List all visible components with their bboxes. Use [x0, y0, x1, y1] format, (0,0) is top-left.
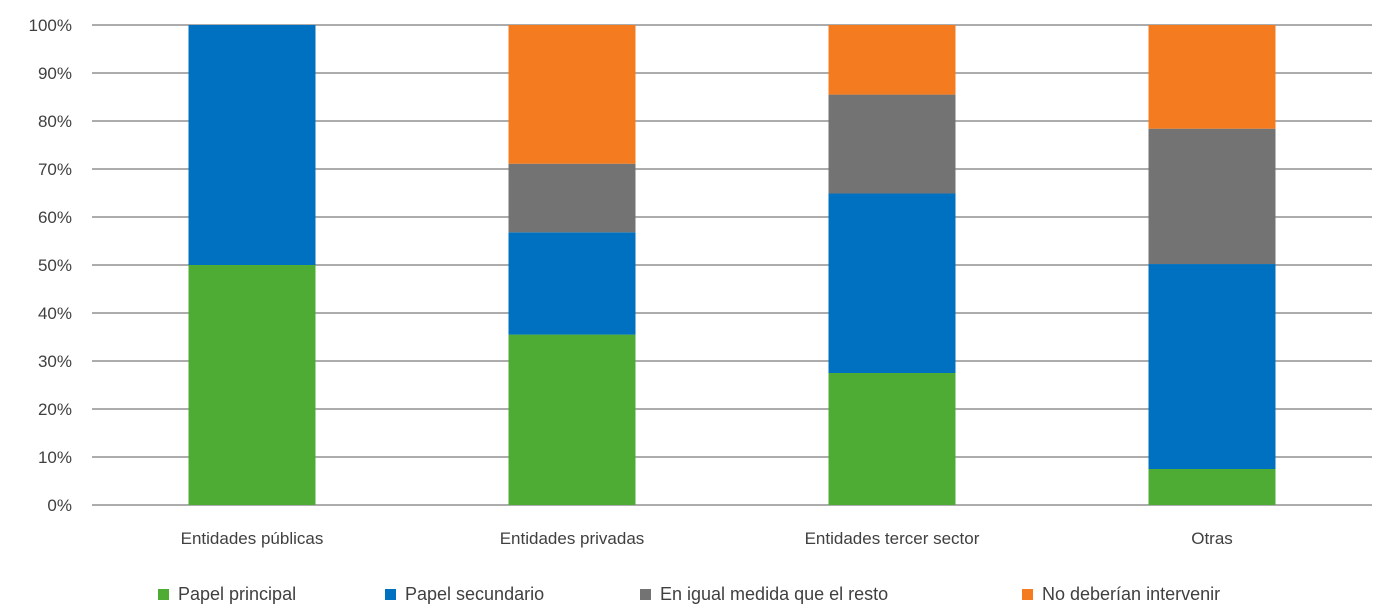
bar-segment [508, 25, 636, 164]
bar-segment [1148, 25, 1276, 129]
y-tick-label: 70% [38, 160, 72, 179]
y-tick-label: 90% [38, 64, 72, 83]
legend-label: Papel secundario [405, 584, 544, 604]
x-category-label: Entidades privadas [500, 529, 645, 548]
x-category-label: Entidades públicas [181, 529, 324, 548]
y-tick-label: 100% [29, 16, 72, 35]
legend-swatch [1022, 589, 1033, 600]
legend-label: En igual medida que el resto [660, 584, 888, 604]
bar-segment [828, 94, 956, 194]
bar-segment [1148, 264, 1276, 469]
legend-swatch [385, 589, 396, 600]
y-tick-label: 10% [38, 448, 72, 467]
bar-segment [828, 193, 956, 373]
y-tick-label: 30% [38, 352, 72, 371]
bar-segment [188, 25, 316, 265]
legend-label: Papel principal [178, 584, 296, 604]
bar-segment [508, 232, 636, 335]
y-tick-label: 60% [38, 208, 72, 227]
x-category-label: Otras [1191, 529, 1233, 548]
y-tick-label: 80% [38, 112, 72, 131]
y-tick-label: 50% [38, 256, 72, 275]
bar-segment [508, 163, 636, 233]
y-tick-label: 0% [47, 496, 72, 515]
x-axis: Entidades públicas Entidades privadas Enti… [181, 529, 1233, 548]
bar-segment [1148, 128, 1276, 265]
bar-segment [828, 373, 956, 505]
y-axis: 0% 10% 20% 30% 40% 50% 60% 70% 80% 90% 100% [29, 16, 72, 515]
bar-segment [188, 265, 316, 505]
bar-segment [1148, 469, 1276, 505]
legend-swatch [640, 589, 651, 600]
y-tick-label: 20% [38, 400, 72, 419]
legend-label: No deberían intervenir [1042, 584, 1220, 604]
bar-segment [828, 25, 956, 95]
legend: Papel principal Papel secundario En igual … [158, 584, 1220, 604]
bar-segment [508, 334, 636, 505]
y-tick-label: 40% [38, 304, 72, 323]
legend-swatch [158, 589, 169, 600]
x-category-label: Entidades tercer sector [805, 529, 980, 548]
bars [188, 25, 1276, 505]
